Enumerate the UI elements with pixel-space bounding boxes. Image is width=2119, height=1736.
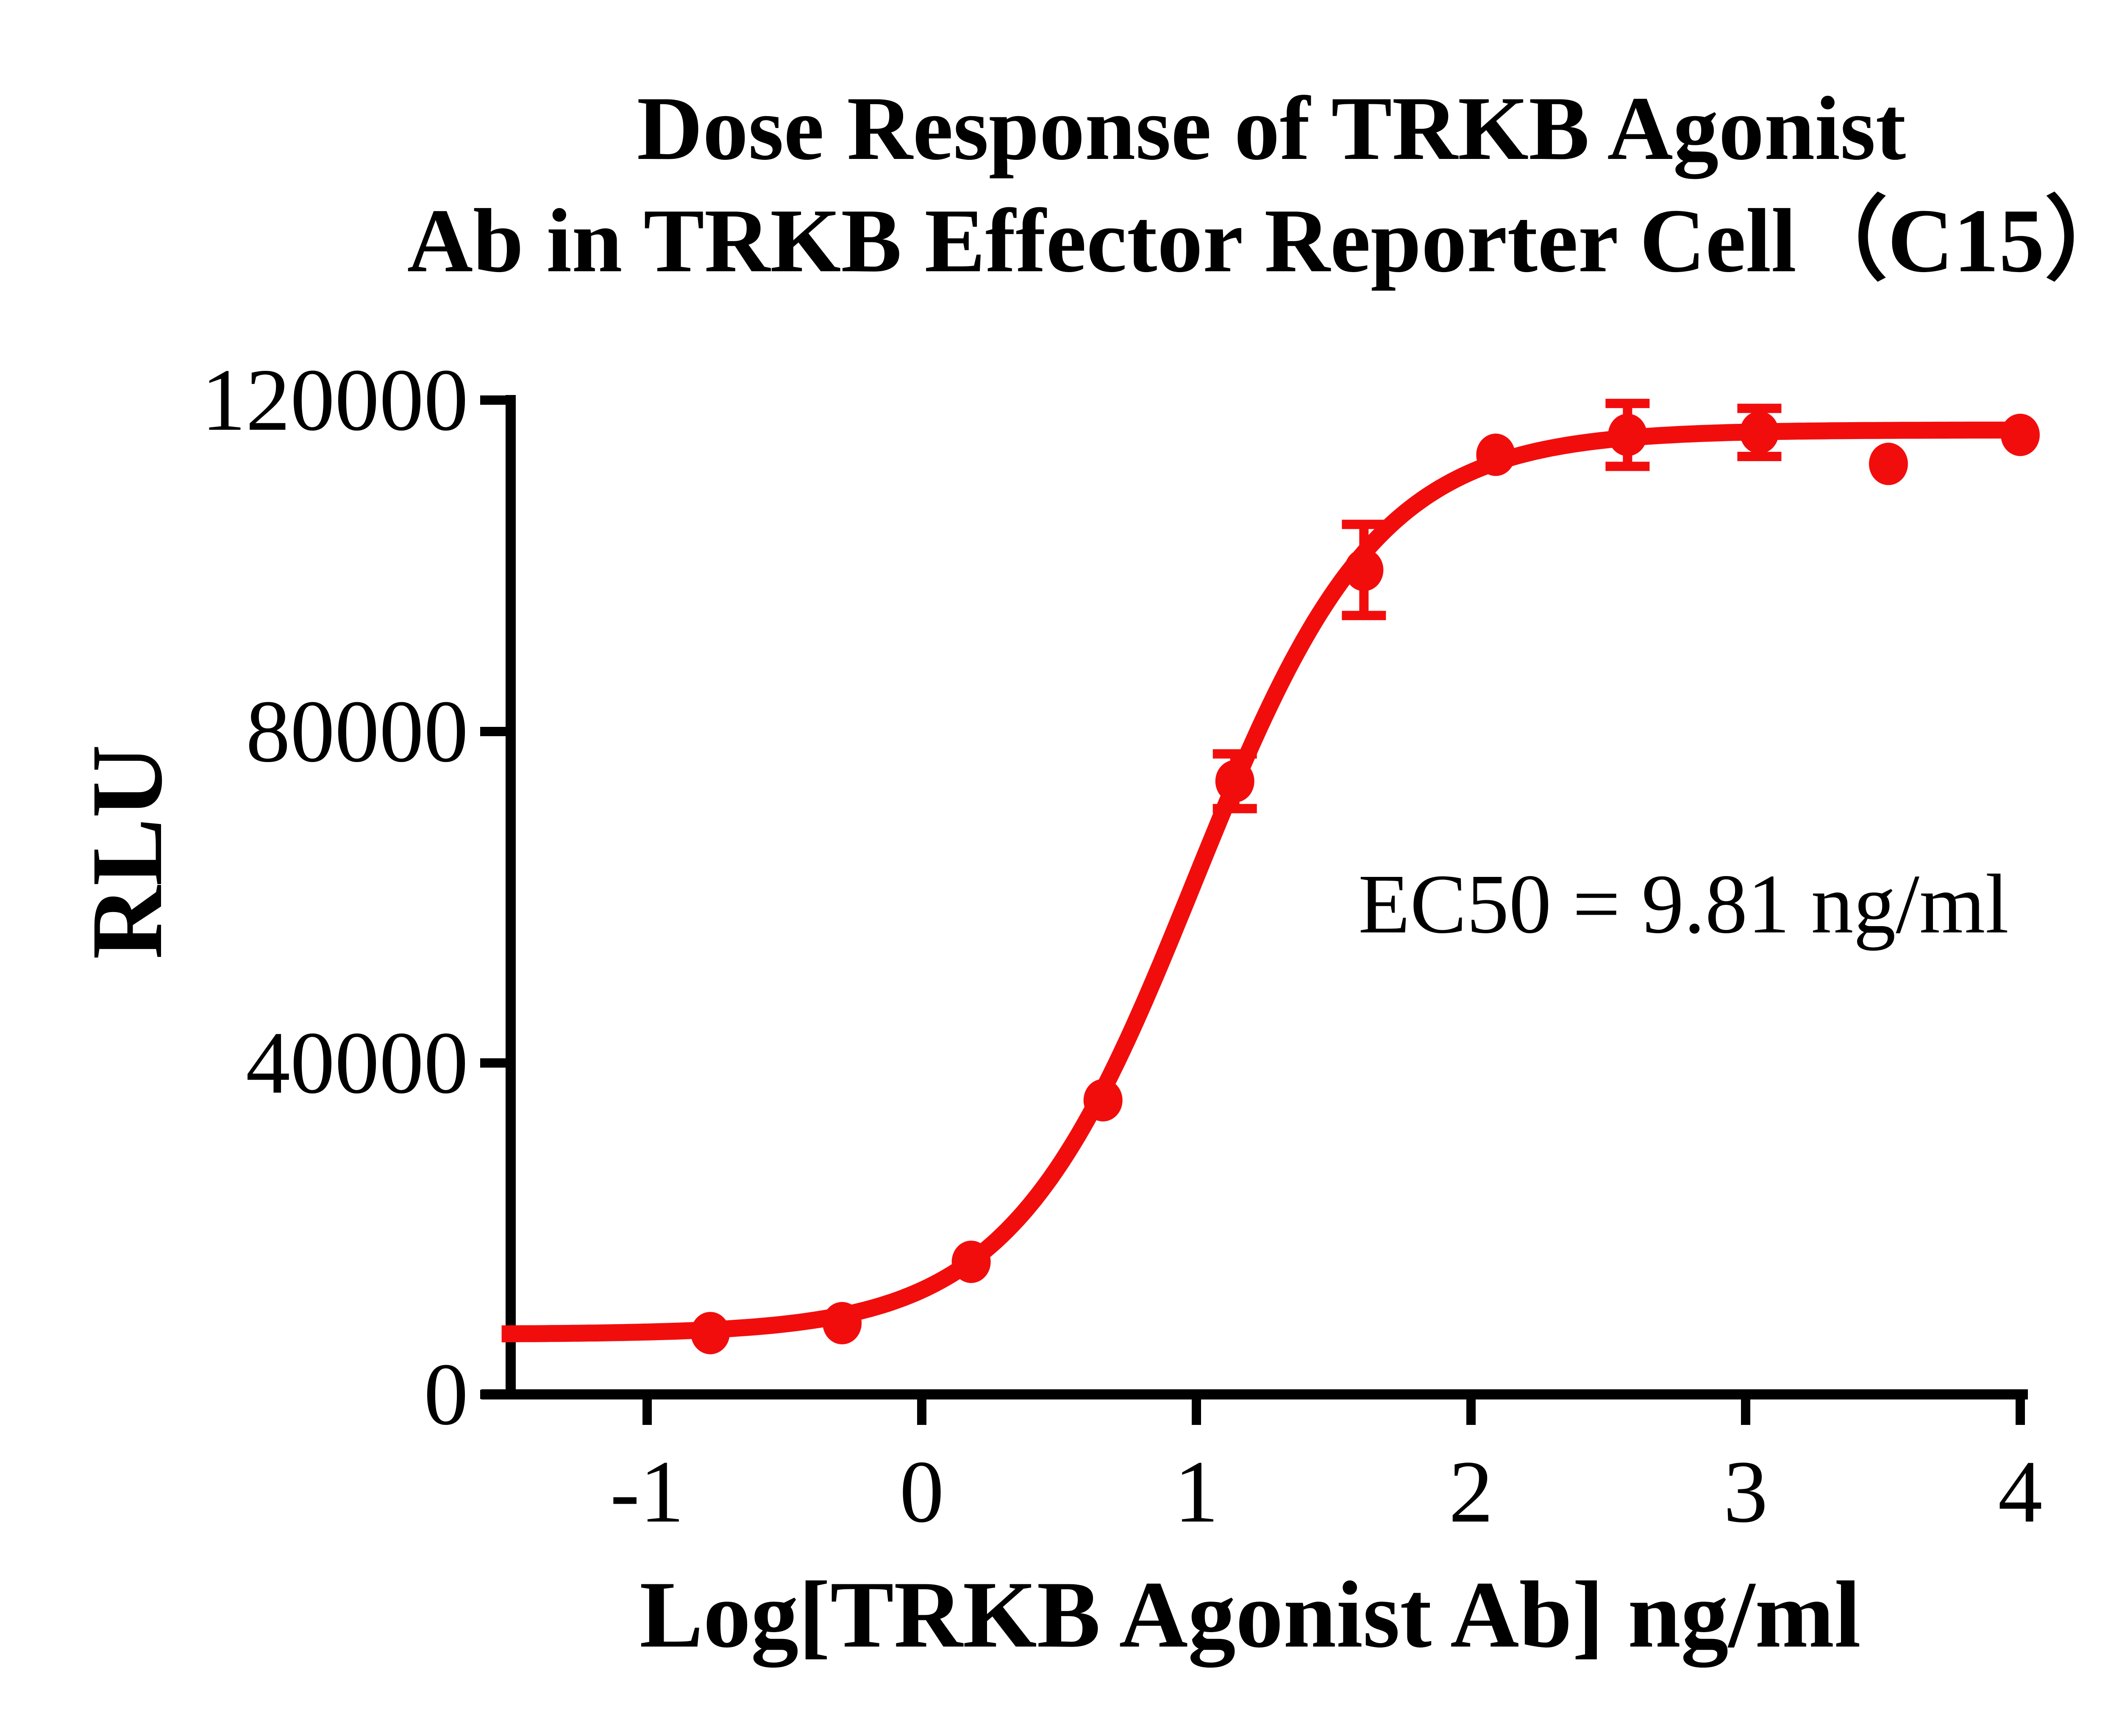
y-axis-ticks: 0 40000 80000 120000	[201, 351, 506, 1444]
y-tick-label: 40000	[246, 1014, 468, 1112]
data-point-marker	[691, 1312, 730, 1355]
x-tick-label: -1	[610, 1443, 684, 1541]
x-tick-label: 0	[900, 1443, 944, 1541]
x-tick-label: 4	[1998, 1443, 2043, 1541]
data-point-marker	[1344, 548, 1384, 591]
y-tick-label: 0	[424, 1345, 468, 1444]
data-point-marker	[1476, 434, 1516, 476]
x-axis-label: Log[TRKB Agonist Ab] ng/ml	[640, 1561, 1861, 1668]
data-point-marker	[1869, 442, 1908, 485]
x-axis-ticks: -1 0 1 2 3 4	[610, 1399, 2043, 1541]
data-point-marker	[823, 1302, 862, 1344]
y-tick-label: 80000	[246, 682, 468, 781]
data-point-marker	[951, 1241, 991, 1283]
chart-title-line1: Dose Response of TRKB Agonist	[637, 78, 1906, 179]
data-point-markers	[691, 411, 2040, 1355]
data-point-marker	[1608, 414, 1647, 456]
data-point-marker	[1083, 1079, 1123, 1121]
ec50-annotation: EC50 = 9.81 ng/ml	[1358, 857, 2009, 951]
y-axis-label-group: RLU	[70, 745, 183, 960]
x-tick-label: 3	[1724, 1443, 1768, 1541]
y-tick-label: 120000	[201, 351, 468, 449]
series-trkb-agonist-ab	[498, 398, 2040, 1355]
y-axis-label: RLU	[70, 745, 183, 960]
x-tick-label: 2	[1449, 1443, 1493, 1541]
data-point-marker	[1215, 760, 1254, 803]
chart-title-line2: Ab in TRKB Effector Reporter Cell（C15）	[407, 190, 2119, 291]
x-tick-label: 1	[1174, 1443, 1219, 1541]
data-point-marker	[2001, 414, 2040, 456]
data-point-marker	[1740, 411, 1779, 454]
axes: 0 40000 80000 120000 -1 0 1 2 3 4	[201, 351, 2043, 1541]
